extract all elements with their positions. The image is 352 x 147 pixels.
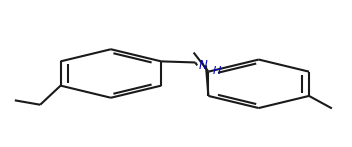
Text: N: N xyxy=(199,59,208,72)
Text: H: H xyxy=(212,66,221,76)
